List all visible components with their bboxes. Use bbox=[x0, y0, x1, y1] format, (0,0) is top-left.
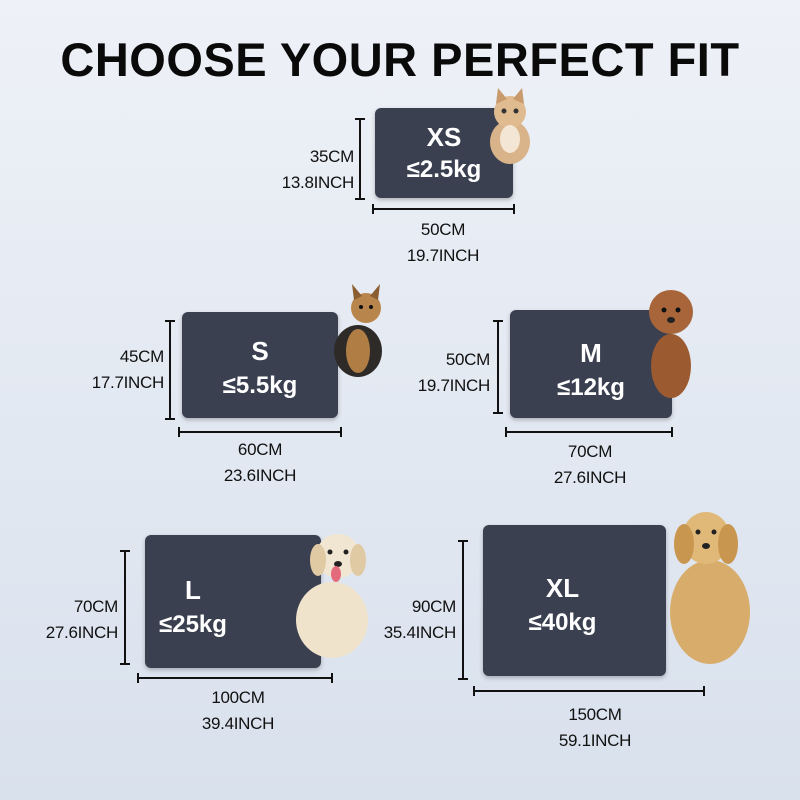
poodle-icon bbox=[649, 290, 693, 398]
height-dimension-line bbox=[493, 320, 503, 414]
yorkshire-terrier-icon bbox=[334, 284, 382, 377]
width-inch: 39.4INCH bbox=[201, 714, 275, 733]
labrador-icon bbox=[296, 534, 368, 658]
height-cm: 70CM bbox=[73, 597, 118, 616]
width-label: 150CM 59.1INCH bbox=[535, 702, 655, 754]
width-label: 100CM 39.4INCH bbox=[178, 685, 298, 737]
width-cm: 50CM bbox=[420, 220, 466, 239]
width-dimension-line bbox=[178, 427, 342, 437]
width-label: 70CM 27.6INCH bbox=[530, 439, 650, 491]
weight-label: ≤40kg bbox=[528, 609, 597, 636]
height-inch: 13.8INCH bbox=[281, 173, 355, 192]
width-inch: 19.7INCH bbox=[406, 246, 480, 265]
page-title: CHOOSE YOUR PERFECT FIT bbox=[60, 33, 740, 86]
height-cm: 35CM bbox=[309, 147, 354, 166]
width-dimension-line bbox=[137, 673, 333, 683]
mat-m: M ≤12kg bbox=[510, 310, 672, 418]
height-label: 50CM 19.7INCH bbox=[386, 347, 491, 399]
height-label: 45CM 17.7INCH bbox=[60, 344, 165, 396]
height-label: 35CM 13.8INCH bbox=[250, 144, 355, 196]
size-label: S bbox=[251, 336, 269, 366]
width-dimension-line bbox=[473, 686, 705, 696]
width-inch: 23.6INCH bbox=[223, 466, 297, 485]
mat-xs: XS ≤2.5kg bbox=[375, 108, 513, 198]
size-label: XS bbox=[426, 122, 462, 152]
height-inch: 27.6INCH bbox=[45, 623, 119, 642]
width-cm: 100CM bbox=[211, 688, 265, 707]
size-label: XL bbox=[545, 573, 580, 603]
width-cm: 60CM bbox=[237, 440, 283, 459]
width-label: 50CM 19.7INCH bbox=[383, 217, 503, 269]
height-dimension-line bbox=[165, 320, 175, 420]
height-cm: 90CM bbox=[411, 597, 456, 616]
height-cm: 45CM bbox=[119, 347, 164, 366]
mat-l: L ≤25kg bbox=[145, 535, 321, 668]
width-dimension-line bbox=[372, 204, 515, 214]
height-label: 70CM 27.6INCH bbox=[14, 594, 119, 646]
height-inch: 19.7INCH bbox=[417, 376, 491, 395]
weight-label: ≤12kg bbox=[557, 374, 625, 401]
weight-label: ≤2.5kg bbox=[406, 156, 482, 183]
weight-label: ≤5.5kg bbox=[222, 372, 298, 399]
height-cm: 50CM bbox=[445, 350, 490, 369]
width-cm: 150CM bbox=[568, 705, 622, 724]
kitten-icon bbox=[490, 88, 530, 164]
width-dimension-line bbox=[505, 427, 673, 437]
height-inch: 35.4INCH bbox=[383, 623, 457, 642]
mat-s: S ≤5.5kg bbox=[182, 312, 338, 418]
golden-retriever-icon bbox=[670, 512, 750, 664]
size-label: L bbox=[185, 575, 201, 605]
height-dimension-line bbox=[120, 550, 130, 665]
height-inch: 17.7INCH bbox=[91, 373, 165, 392]
height-label: 90CM 35.4INCH bbox=[352, 594, 457, 646]
height-dimension-line bbox=[458, 540, 468, 680]
width-label: 60CM 23.6INCH bbox=[200, 437, 320, 489]
mat-xl: XL ≤40kg bbox=[483, 525, 666, 676]
width-inch: 27.6INCH bbox=[553, 468, 627, 487]
width-cm: 70CM bbox=[567, 442, 613, 461]
weight-label: ≤25kg bbox=[159, 611, 227, 638]
height-dimension-line bbox=[355, 118, 365, 200]
width-inch: 59.1INCH bbox=[558, 731, 632, 750]
size-label: M bbox=[580, 338, 602, 368]
